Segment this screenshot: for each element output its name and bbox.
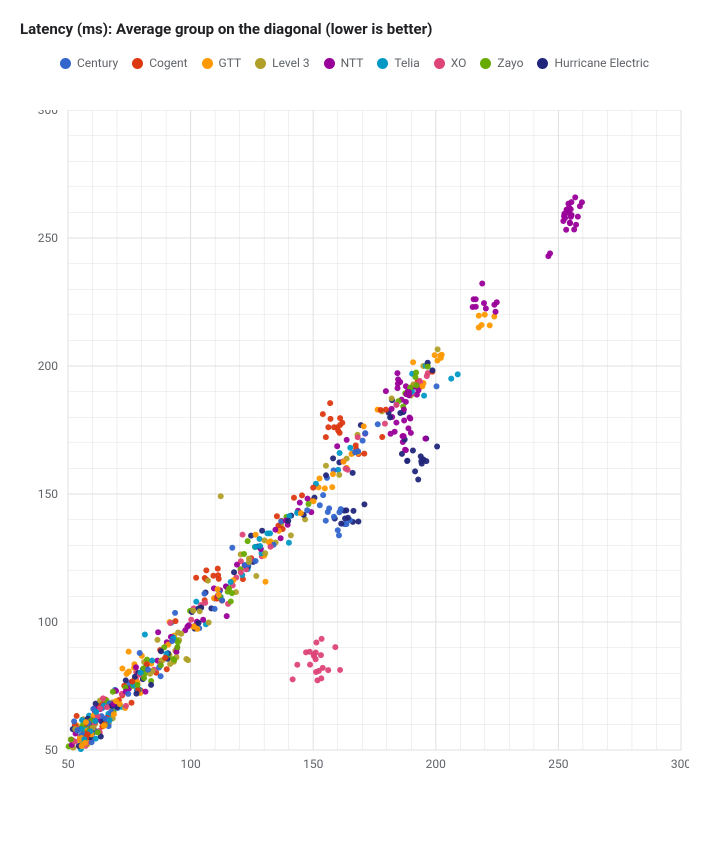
chart-container: Latency (ms): Average group on the diago… — [20, 20, 689, 790]
legend-dot-icon — [60, 58, 71, 69]
svg-text:50: 50 — [61, 757, 75, 771]
plot-area: 50 100 150 200 250 300 50 100 150 200 250 300 — [20, 110, 689, 790]
svg-text:50: 50 — [45, 743, 59, 757]
chart-title: Latency (ms): Average group on the diago… — [20, 20, 689, 38]
legend-item[interactable]: GTT — [202, 56, 242, 70]
scatter-plot: 50 100 150 200 250 300 50 100 150 200 250 300 — [20, 110, 689, 790]
legend-item[interactable]: Telia — [377, 56, 419, 70]
legend-item[interactable]: XO — [434, 56, 467, 70]
legend-dot-icon — [202, 58, 213, 69]
legend-label: NTT — [341, 56, 364, 70]
svg-text:200: 200 — [38, 359, 58, 373]
legend-dot-icon — [434, 58, 445, 69]
legend-item[interactable]: Zayo — [480, 56, 523, 70]
legend-label: XO — [451, 56, 467, 70]
legend: Century Cogent GTT Level 3 NTT Telia XO Zayo Hur… — [60, 56, 689, 70]
legend-item[interactable]: Century — [60, 56, 118, 70]
svg-text:150: 150 — [38, 487, 58, 501]
svg-text:250: 250 — [38, 231, 58, 245]
legend-dot-icon — [377, 58, 388, 69]
legend-dot-icon — [537, 58, 548, 69]
svg-text:250: 250 — [548, 757, 568, 771]
legend-label: Level 3 — [272, 56, 310, 70]
svg-text:300: 300 — [671, 757, 689, 771]
svg-text:100: 100 — [38, 615, 58, 629]
legend-item[interactable]: NTT — [324, 56, 364, 70]
legend-item[interactable]: Cogent — [132, 56, 187, 70]
legend-label: Zayo — [497, 56, 523, 70]
legend-label: Cogent — [149, 56, 187, 70]
svg-text:300: 300 — [38, 110, 58, 117]
svg-text:100: 100 — [180, 757, 200, 771]
legend-item[interactable]: Hurricane Electric — [537, 56, 649, 70]
svg-text:150: 150 — [303, 757, 323, 771]
legend-dot-icon — [480, 58, 491, 69]
legend-dot-icon — [255, 58, 266, 69]
legend-dot-icon — [324, 58, 335, 69]
svg-text:200: 200 — [426, 757, 446, 771]
legend-label: Telia — [394, 56, 419, 70]
legend-label: Century — [77, 56, 118, 70]
legend-label: GTT — [219, 56, 242, 70]
legend-dot-icon — [132, 58, 143, 69]
legend-item[interactable]: Level 3 — [255, 56, 310, 70]
legend-label: Hurricane Electric — [554, 56, 649, 70]
